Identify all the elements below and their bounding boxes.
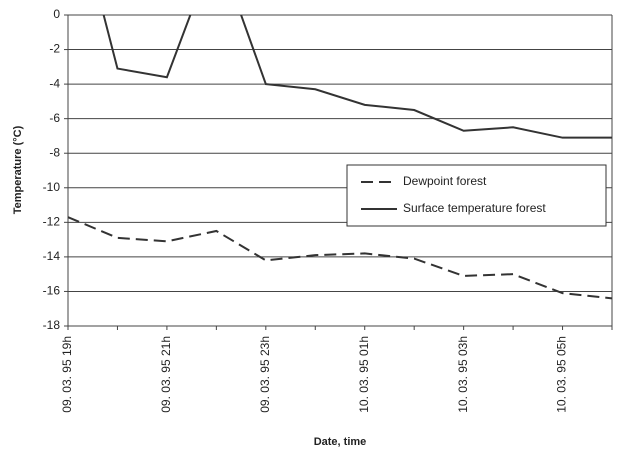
y-tick-label: -8 — [49, 145, 60, 159]
x-tick-label: 09. 03. 95 23h — [258, 336, 272, 413]
y-tick-label: -6 — [49, 111, 60, 125]
x-tick-label: 09. 03. 95 19h — [60, 336, 74, 413]
legend-label: Dewpoint forest — [403, 174, 487, 188]
plot-lines — [68, 15, 612, 300]
series-line — [68, 216, 612, 300]
y-tick-label: -16 — [43, 284, 61, 298]
legend-box — [346, 164, 607, 227]
y-tick-label: -2 — [49, 42, 60, 56]
y-axis-label: Temperature (°C) — [12, 125, 24, 214]
y-tick-label: -18 — [43, 318, 61, 332]
y-tick-label: -14 — [43, 249, 61, 263]
series-line — [102, 15, 612, 139]
y-tick-label: -4 — [49, 76, 60, 90]
x-tick-label: 10. 03. 95 05h — [555, 336, 569, 413]
x-tick-label: 10. 03. 95 01h — [357, 336, 371, 413]
x-tick-label: 09. 03. 95 21h — [159, 336, 173, 413]
x-tick-label: 10. 03. 95 03h — [456, 336, 470, 413]
y-tick-label: 0 — [53, 7, 60, 21]
y-tick-label: -10 — [43, 180, 61, 194]
legend-label: Surface temperature forest — [403, 201, 546, 215]
y-tick-label: -12 — [43, 215, 61, 229]
x-axis-label: Date, time — [314, 436, 367, 448]
